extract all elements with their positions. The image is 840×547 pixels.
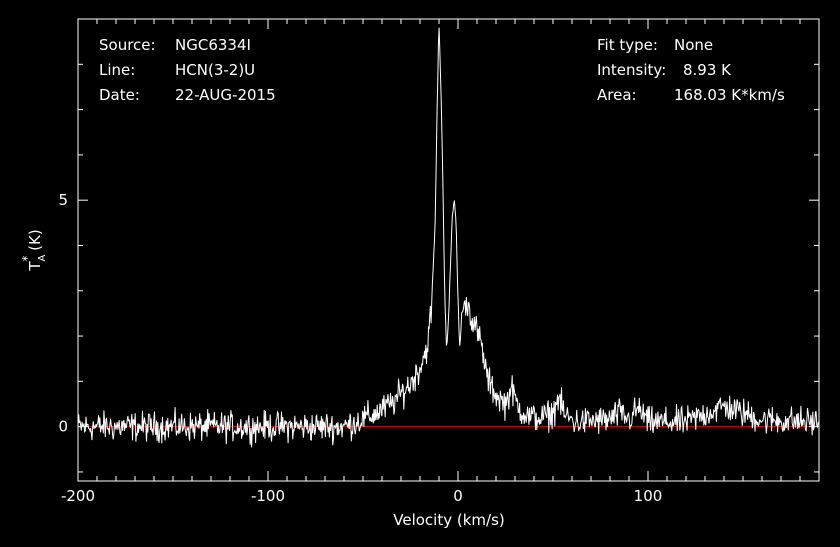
y-axis-label-main: T: [26, 261, 44, 272]
intensity-value: 8.93 K: [683, 61, 732, 79]
date-value: 22-AUG-2015: [175, 86, 276, 104]
source-key: Source:: [99, 36, 156, 54]
x-axis-label: Velocity (km/s): [393, 511, 504, 529]
x-tick-label: -100: [251, 487, 285, 505]
line-value: HCN(3-2)U: [175, 61, 255, 79]
spectrum-line: [77, 27, 820, 448]
area-key: Area:: [597, 86, 637, 104]
date-key: Date:: [99, 86, 140, 104]
plot-frame: [77, 18, 820, 482]
area-value: 168.03 K*km/s: [674, 86, 785, 104]
source-value: NGC6334I: [175, 36, 251, 54]
axis-ticks: -200 -100 0 100 0 5: [58, 19, 820, 505]
y-tick-label: 5: [58, 191, 68, 209]
fit-type-key: Fit type:: [597, 36, 658, 54]
x-tick-label: 0: [453, 487, 463, 505]
y-axis-label-unit: (K): [26, 229, 44, 255]
info-left: Source: NGC6334I Line: HCN(3-2)U Date: 2…: [99, 36, 276, 104]
fit-type-value: None: [674, 36, 713, 54]
y-axis-label: TA* (K): [20, 229, 48, 271]
y-tick-label: 0: [58, 418, 68, 436]
info-right: Fit type: None Intensity: 8.93 K Area: 1…: [597, 36, 785, 104]
svg-text:TA* (K): TA* (K): [20, 229, 48, 271]
x-tick-label: 100: [634, 487, 663, 505]
line-key: Line:: [99, 61, 135, 79]
y-axis-label-sup: *: [20, 256, 34, 262]
intensity-key: Intensity:: [597, 61, 666, 79]
x-tick-label: -200: [61, 487, 95, 505]
y-axis-label-sub: A: [37, 254, 48, 261]
